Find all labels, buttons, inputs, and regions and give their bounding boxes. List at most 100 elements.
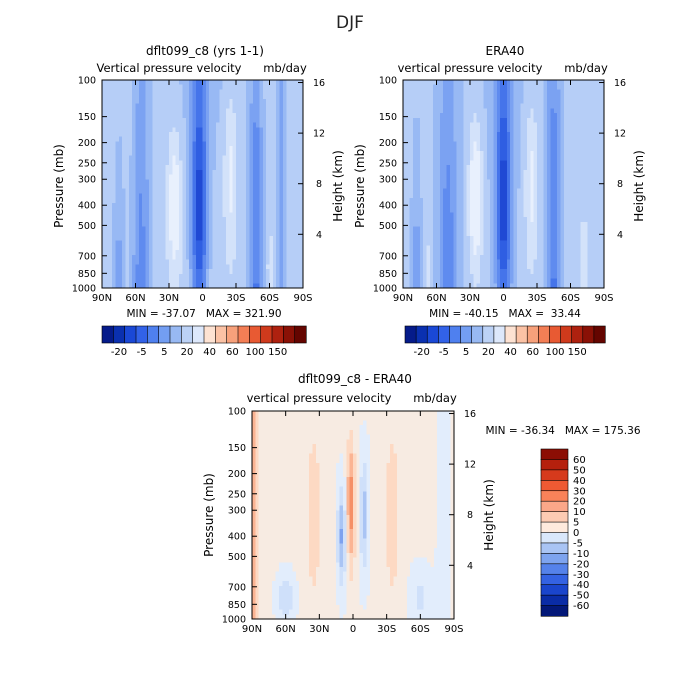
heatmap-cell <box>513 273 518 279</box>
heatmap-cell <box>286 150 290 157</box>
heatmap-cell <box>526 132 531 138</box>
heatmap-cell <box>463 198 468 204</box>
heatmap-cell <box>205 207 210 213</box>
heatmap-cell <box>195 155 200 161</box>
heatmap-cell <box>266 250 270 256</box>
heatmap-cell <box>413 212 417 218</box>
heatmap-cell <box>426 94 431 100</box>
heatmap-cell <box>516 80 521 86</box>
heatmap-cell <box>266 179 270 185</box>
heatmap-cell <box>128 198 133 204</box>
heatmap-cell <box>162 179 167 185</box>
heatmap-cell <box>282 122 287 128</box>
heatmap-cell <box>449 202 454 209</box>
heatmap-cell <box>483 117 488 123</box>
heatmap-cell <box>195 89 200 95</box>
heatmap-cell <box>480 207 484 213</box>
heatmap-cell <box>513 117 518 123</box>
heatmap-cell <box>276 259 280 265</box>
heatmap-cell <box>232 160 237 166</box>
heatmap-cell <box>436 94 441 100</box>
heatmap-cell <box>125 245 130 251</box>
heatmap-cell <box>276 202 280 209</box>
heatmap-cell <box>236 221 240 227</box>
heatmap-cell <box>513 80 518 86</box>
heatmap-cell <box>289 226 294 232</box>
heatmap-cell <box>132 240 136 246</box>
heatmap-cell <box>426 269 431 275</box>
heatmap-cell <box>189 245 193 251</box>
heatmap-cell <box>513 165 518 171</box>
heatmap-cell <box>416 184 421 190</box>
heatmap-cell <box>419 94 424 100</box>
heatmap-cell <box>286 283 290 289</box>
heatmap-cell <box>516 273 521 279</box>
heatmap-cell <box>439 259 444 265</box>
heatmap-cell <box>473 179 478 185</box>
heatmap-cell <box>490 254 494 261</box>
heatmap-cell <box>148 202 153 209</box>
heatmap-cell <box>266 278 270 284</box>
heatmap-cell <box>102 231 106 237</box>
heatmap-cell <box>279 245 284 251</box>
heatmap-cell <box>102 278 106 284</box>
heatmap-cell <box>102 264 106 270</box>
heatmap-cell <box>406 150 411 157</box>
heatmap-cell <box>520 165 524 171</box>
heatmap-cell <box>463 127 468 133</box>
heatmap-cell <box>148 174 153 180</box>
heatmap-cell <box>212 273 217 279</box>
heatmap-cell <box>202 155 207 161</box>
heatmap-cell <box>567 108 571 114</box>
heatmap-cell <box>138 221 143 227</box>
heatmap-cell <box>158 122 163 128</box>
heatmap-cell <box>433 231 437 237</box>
heatmap-cell <box>567 283 571 289</box>
heatmap-cell <box>413 169 417 175</box>
heatmap-cell <box>299 132 304 138</box>
heatmap-cell <box>459 202 464 209</box>
heatmap-cell <box>567 202 571 209</box>
heatmap-cell <box>102 89 106 95</box>
heatmap-cell <box>533 226 538 232</box>
heatmap-cell <box>423 108 427 114</box>
heatmap-cell <box>526 193 531 199</box>
heatmap-cell <box>102 184 106 190</box>
heatmap-cell <box>299 179 304 185</box>
heatmap-cell <box>526 212 531 218</box>
heatmap-cell <box>125 193 130 199</box>
heatmap-cell <box>185 155 190 161</box>
heatmap-cell <box>122 240 126 246</box>
heatmap-cell <box>466 136 471 142</box>
heatmap-cell <box>142 89 146 95</box>
heatmap-cell <box>162 273 167 279</box>
heatmap-cell <box>158 165 163 171</box>
heatmap-cell <box>165 221 170 227</box>
heatmap-cell <box>560 103 565 109</box>
heatmap-cell <box>496 184 501 190</box>
heatmap-cell <box>195 122 200 128</box>
heatmap-cell <box>500 89 504 95</box>
heatmap-cell <box>446 113 451 119</box>
heatmap-cell <box>172 89 177 95</box>
heatmap-cell <box>506 84 511 90</box>
heatmap-cell <box>463 283 468 289</box>
heatmap-cell <box>246 146 250 152</box>
heatmap-cell <box>269 188 274 194</box>
heatmap-cell <box>169 146 173 152</box>
heatmap-cell <box>202 278 207 284</box>
heatmap-cell <box>122 103 126 109</box>
heatmap-cell <box>516 146 521 152</box>
heatmap-cell <box>483 94 488 100</box>
heatmap-cell <box>443 169 447 175</box>
heatmap-cell <box>169 108 173 114</box>
heatmap-cell <box>175 269 180 275</box>
heatmap-cell <box>292 98 297 105</box>
heatmap-cell <box>215 236 220 242</box>
heatmap-cell <box>449 122 454 128</box>
heatmap-cell <box>480 264 484 270</box>
heatmap-cell <box>537 231 541 237</box>
heatmap-cell <box>222 202 227 209</box>
heatmap-cell <box>530 259 535 265</box>
heatmap-cell <box>289 117 294 123</box>
